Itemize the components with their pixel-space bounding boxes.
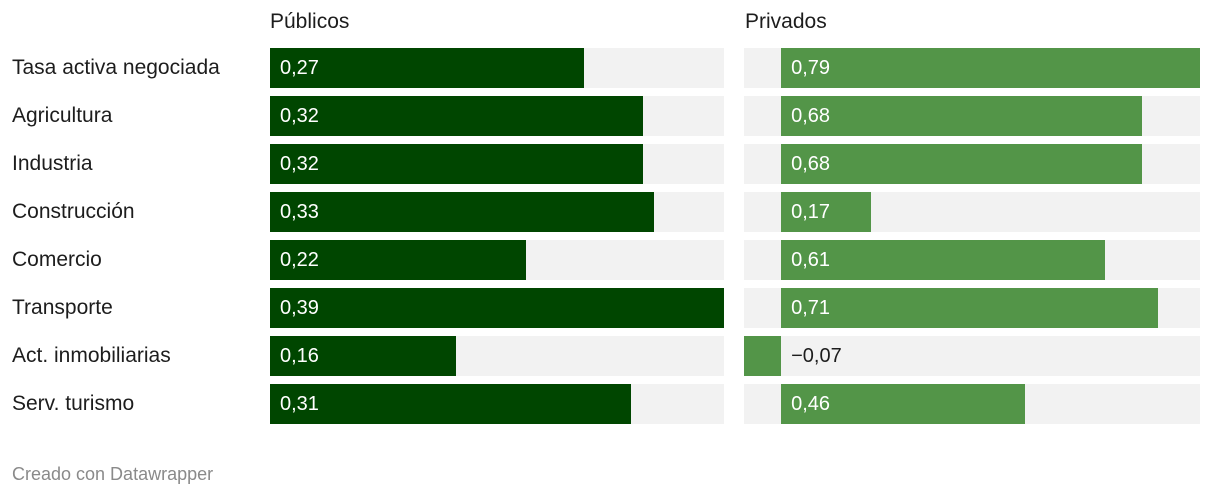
bar-privados — [781, 144, 1142, 184]
value-label-privados: 0,68 — [791, 153, 831, 175]
category-label-comercio: Comercio — [12, 248, 102, 271]
bar-publicos — [270, 48, 585, 88]
bar-privados — [781, 48, 1200, 88]
value-label-privados: −0,07 — [791, 345, 842, 367]
value-label-privados: 0,46 — [791, 393, 831, 415]
bar-publicos — [270, 384, 631, 424]
value-label-publicos: 0,32 — [280, 105, 319, 127]
bar-privados — [781, 288, 1158, 328]
bar-privados — [781, 96, 1142, 136]
bar-publicos — [270, 96, 643, 136]
bar-privados — [781, 384, 1026, 424]
bar-publicos — [270, 240, 527, 280]
bar-privados — [781, 192, 872, 232]
column-header-privados: Privados — [745, 10, 827, 33]
bar-publicos — [270, 336, 457, 376]
value-label-privados: 0,71 — [791, 297, 831, 319]
value-label-publicos: 0,33 — [280, 201, 319, 223]
category-label-agricultura: Agricultura — [12, 104, 113, 127]
bar-publicos — [270, 144, 643, 184]
category-label-transporte: Transporte — [12, 296, 113, 319]
value-label-privados: 0,68 — [791, 105, 831, 127]
category-label-industria: Industria — [12, 152, 93, 175]
value-label-publicos: 0,32 — [280, 153, 319, 175]
bar-track-privados — [744, 336, 1200, 376]
value-label-privados: 0,79 — [791, 57, 831, 79]
value-label-privados: 0,17 — [791, 201, 831, 223]
category-label-serv-turismo: Serv. turismo — [12, 392, 135, 415]
value-label-publicos: 0,16 — [280, 345, 319, 367]
category-label-tasa-activa-negociada: Tasa activa negociada — [12, 56, 220, 79]
value-label-publicos: 0,31 — [280, 393, 319, 415]
column-header-publicos: Públicos — [270, 10, 350, 33]
bar-publicos — [270, 288, 724, 328]
footer-credit[interactable]: Creado con Datawrapper — [12, 464, 214, 484]
value-label-privados: 0,61 — [791, 249, 831, 271]
bar-privados — [781, 240, 1105, 280]
category-label-act-inmobiliarias: Act. inmobiliarias — [12, 344, 171, 367]
value-label-publicos: 0,22 — [280, 249, 319, 271]
bar-publicos — [270, 192, 655, 232]
value-label-publicos: 0,27 — [280, 57, 319, 79]
value-label-publicos: 0,39 — [280, 297, 319, 319]
bar-privados — [744, 336, 782, 376]
category-label-construccion: Construcción — [12, 200, 135, 223]
